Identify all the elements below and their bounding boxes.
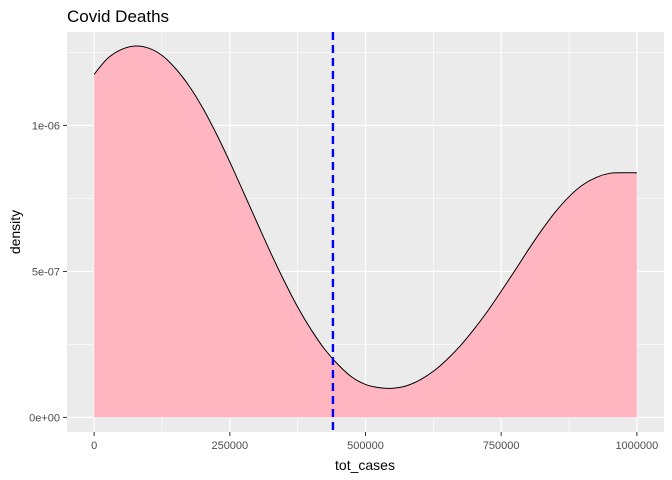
x-tick-label: 250000 — [211, 440, 248, 452]
x-axis-title: tot_cases — [335, 457, 395, 473]
density-area — [94, 45, 637, 418]
y-axis: 0e+00 5e-07 1e-06 — [29, 120, 67, 424]
y-axis-title: density — [7, 210, 23, 254]
x-tick-label: 1000000 — [615, 440, 658, 452]
chart-title: Covid Deaths — [67, 7, 169, 26]
x-tick-label: 750000 — [483, 440, 520, 452]
x-tick-label: 0 — [91, 440, 97, 452]
x-tick-label: 500000 — [347, 440, 384, 452]
y-tick-label: 0e+00 — [29, 412, 60, 424]
density-curve — [93, 45, 637, 389]
y-tick-label: 5e-07 — [32, 266, 60, 278]
x-axis: 0 250000 500000 750000 1000000 — [91, 432, 658, 452]
y-tick-label: 1e-06 — [32, 120, 60, 132]
